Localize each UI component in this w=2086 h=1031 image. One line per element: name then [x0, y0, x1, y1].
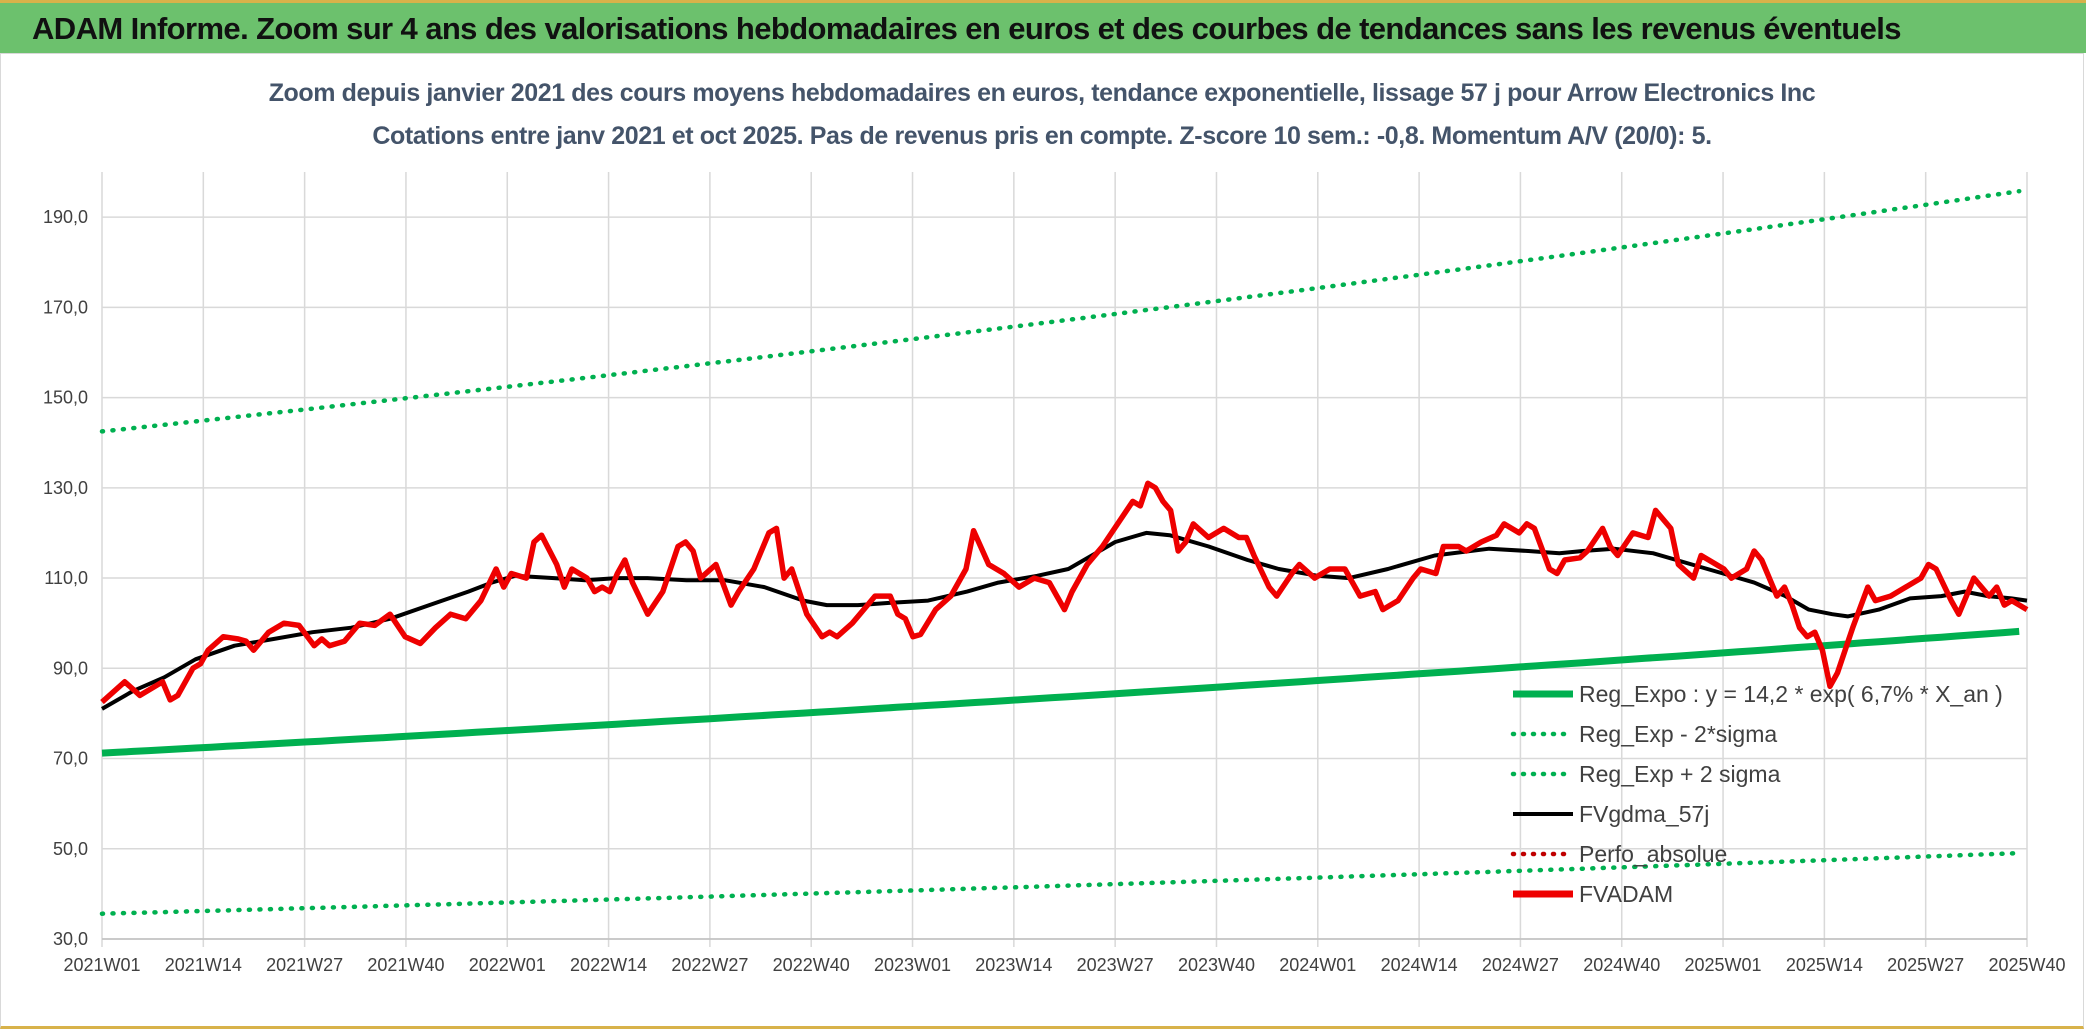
- series: [99, 188, 2029, 916]
- series-reg-exp-minus-2sigma: [99, 850, 2022, 916]
- x-tick-label: 2021W27: [266, 955, 343, 975]
- report-banner: ADAM Informe. Zoom sur 4 ans des valoris…: [0, 0, 2086, 53]
- y-tick-label: 50,0: [53, 839, 88, 859]
- x-tick-label: 2025W14: [1786, 955, 1863, 975]
- legend-label: Reg_Expo : y = 14,2 * exp( 6,7% * X_an ): [1579, 681, 2003, 707]
- x-tick-label: 2021W40: [367, 955, 444, 975]
- y-tick-label: 170,0: [43, 297, 88, 317]
- x-axis-ticks: 2021W01 2021W14 2021W27 2021W40 2022W01 2022W…: [63, 955, 2065, 975]
- series-fvadam: [100, 480, 2029, 705]
- x-tick-label: 2025W40: [1988, 955, 2065, 975]
- x-tick-label: 2021W14: [165, 955, 242, 975]
- x-tick-label: 2022W14: [570, 955, 647, 975]
- y-tick-label: 70,0: [53, 749, 88, 769]
- x-tick-label: 2024W01: [1279, 955, 1356, 975]
- chart-title-line-2: Cotations entre janv 2021 et oct 2025. P…: [372, 122, 1711, 150]
- report-title: ADAM Informe. Zoom sur 4 ans des valoris…: [32, 11, 1902, 46]
- x-tick-label: 2022W27: [671, 955, 748, 975]
- x-tick-label: 2023W27: [1077, 955, 1154, 975]
- y-tick-label: 190,0: [43, 207, 88, 227]
- y-tick-label: 30,0: [53, 929, 88, 949]
- x-tick-label: 2023W01: [874, 955, 951, 975]
- x-tick-label: 2025W01: [1685, 955, 1762, 975]
- chart-title-line-1: Zoom depuis janvier 2021 des cours moyen…: [269, 79, 1816, 107]
- y-tick-label: 130,0: [43, 478, 88, 498]
- legend-label: Reg_Exp + 2 sigma: [1579, 761, 1781, 787]
- x-tick-label: 2022W01: [469, 955, 546, 975]
- x-tick-label: 2024W40: [1583, 955, 1660, 975]
- x-tick-label: 2024W14: [1381, 955, 1458, 975]
- x-tick-label: 2021W01: [63, 955, 140, 975]
- x-tick-label: 2025W27: [1887, 955, 1964, 975]
- y-tick-label: 150,0: [43, 388, 88, 408]
- x-tick-label: 2022W40: [773, 955, 850, 975]
- y-axis-ticks: 30,0 50,0 70,0 90,0 110,0 130,0 150,0 170,0 190,…: [43, 207, 88, 949]
- x-tick-label: 2023W40: [1178, 955, 1255, 975]
- legend-label: FVADAM: [1579, 881, 1673, 907]
- x-tick-label: 2024W27: [1482, 955, 1559, 975]
- y-tick-label: 90,0: [53, 658, 88, 678]
- gridlines: [101, 172, 2028, 947]
- x-tick-label: 2023W14: [975, 955, 1052, 975]
- series-reg-expo: [101, 627, 2020, 757]
- legend: Reg_Expo : y = 14,2 * exp( 6,7% * X_an )…: [1510, 681, 2003, 907]
- y-tick-label: 110,0: [44, 568, 88, 588]
- legend-label: Perfo_absolue: [1579, 841, 1727, 867]
- legend-label: FVgdma_57j: [1579, 801, 1709, 827]
- legend-label: Reg_Exp - 2*sigma: [1579, 721, 1777, 747]
- line-chart: Zoom depuis janvier 2021 des cours moyen…: [43, 79, 2066, 975]
- chart-frame: Zoom depuis janvier 2021 des cours moyen…: [0, 53, 2084, 1029]
- series-reg-exp-plus-2sigma: [99, 188, 2022, 434]
